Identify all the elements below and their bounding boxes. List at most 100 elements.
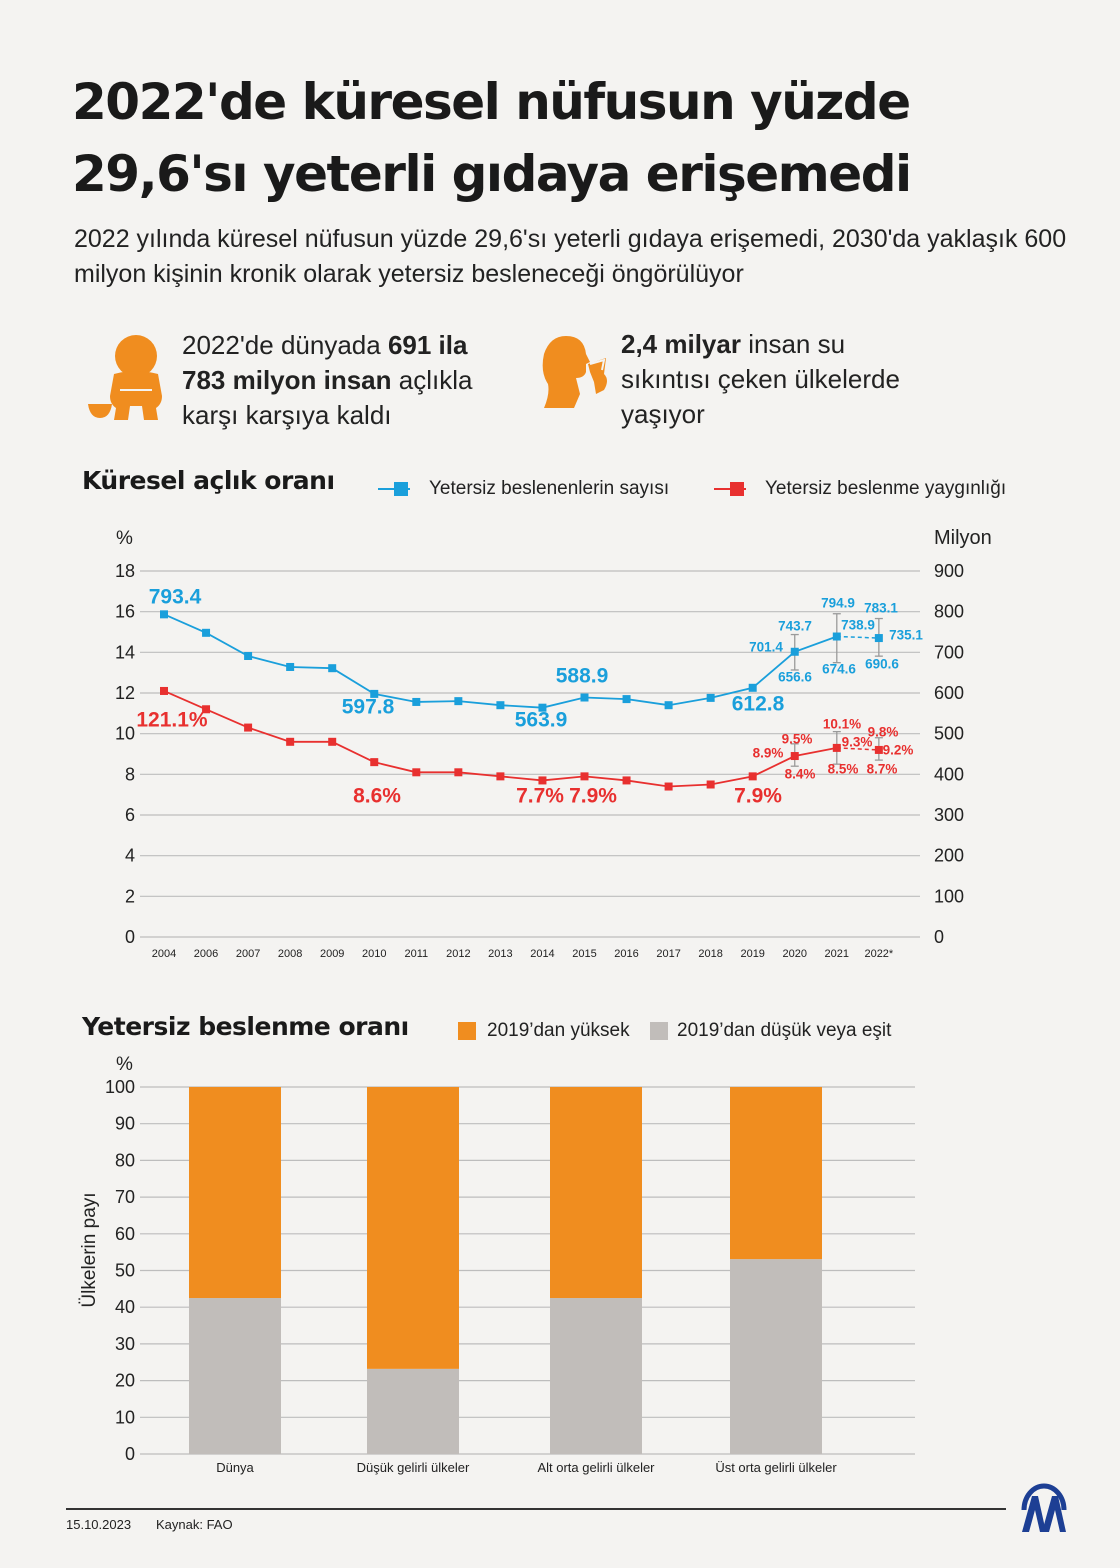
data-label: 743.7 — [778, 619, 812, 634]
data-label: 8.7% — [867, 762, 898, 777]
series-projection-line-0 — [836, 635, 879, 639]
y-tick-right: 300 — [934, 805, 964, 825]
data-label: 588.9 — [556, 665, 609, 688]
fact-bold: 691 ila 783 milyon insan — [182, 330, 468, 395]
data-point — [748, 683, 757, 692]
x-category-label: Üst orta gelirli ülkeler — [715, 1460, 837, 1475]
data-point — [790, 752, 799, 761]
data-point — [538, 776, 547, 785]
y-tick-left: 4 — [125, 846, 135, 866]
x-tick-label: 2018 — [698, 948, 722, 960]
x-category-label: Alt orta gelirli ülkeler — [537, 1460, 655, 1475]
aa-logo-icon — [1021, 1483, 1067, 1532]
data-point — [622, 776, 631, 785]
data-point — [748, 772, 757, 781]
y-tick-right: 500 — [934, 724, 964, 744]
bar-segment — [550, 1298, 642, 1454]
x-tick-label: 2017 — [656, 948, 680, 960]
data-point — [286, 737, 295, 746]
legend-label-count: Yetersiz beslenenlerin sayısı — [429, 478, 670, 499]
fact-hunger: 2022'de dünyada 691 ila 783 milyon insan… — [182, 328, 502, 433]
subtitle: 2022 yılında küresel nüfusun yüzde 29,6'… — [74, 225, 1067, 288]
data-label: 735.1 — [889, 628, 923, 643]
y-tick-left: 14 — [115, 642, 135, 662]
y-tick-left: 0 — [125, 927, 135, 947]
data-point — [160, 610, 168, 619]
y-tick-left: 16 — [115, 602, 135, 622]
bar-segment — [550, 1087, 642, 1299]
x-tick-label: 2020 — [783, 948, 807, 960]
data-point — [874, 634, 883, 643]
person-drinking-icon — [542, 336, 607, 408]
data-label: 793.4 — [149, 586, 202, 609]
data-point — [454, 768, 463, 777]
data-point — [580, 772, 589, 781]
data-point — [286, 662, 295, 671]
data-point — [244, 651, 253, 660]
x-tick-label: 2011 — [404, 948, 428, 960]
series-projection-line-1 — [836, 747, 879, 751]
footer-divider — [66, 1508, 1006, 1510]
x-tick-label: 2016 — [614, 948, 638, 960]
fact-text: 2022'de dünyada — [182, 330, 388, 360]
data-label: 674.6 — [822, 662, 856, 677]
data-point — [244, 723, 253, 732]
data-label: 563.9 — [515, 709, 568, 732]
y-tick-left: 2 — [125, 886, 135, 906]
x-tick-label: 2009 — [320, 948, 344, 960]
data-label: 794.9 — [821, 596, 855, 611]
data-point — [832, 632, 841, 641]
y-tick-right: 700 — [934, 642, 964, 662]
y-tick-left: 18 — [115, 561, 135, 581]
y-axis-unit: % — [116, 1054, 133, 1075]
footer-source: Kaynak: FAO — [156, 1517, 233, 1532]
y-tick-right: 100 — [934, 886, 964, 906]
data-point — [496, 701, 505, 710]
data-label: 656.6 — [778, 670, 812, 685]
data-point — [412, 768, 421, 777]
data-point — [454, 697, 463, 706]
data-point — [622, 695, 631, 704]
fact-text: açlıkla karşı karşıya kaldı — [182, 365, 473, 430]
fact-bold: 2,4 milyar — [621, 329, 741, 359]
data-label: 738.9 — [841, 618, 875, 633]
x-tick-label: 2010 — [362, 948, 386, 960]
data-label: 7.9% — [734, 785, 782, 808]
data-label: 8.5% — [828, 762, 859, 777]
y-tick: 20 — [115, 1371, 135, 1391]
y-tick-right: 800 — [934, 602, 964, 622]
data-point — [202, 628, 211, 637]
data-point — [832, 743, 841, 752]
y-tick-right: 400 — [934, 764, 964, 784]
footer-date: 15.10.2023 — [66, 1517, 132, 1532]
legend-red-marker — [714, 480, 754, 498]
data-point — [412, 697, 421, 706]
data-label: 8.4% — [785, 767, 816, 782]
legend-gray-swatch — [650, 1022, 668, 1040]
y-tick-left: 12 — [115, 683, 135, 703]
legend-label-higher: 2019’dan yüksek — [487, 1020, 630, 1041]
data-label: 9.5% — [782, 732, 813, 747]
bar-chart: 0 10 20 30 40 50 60 70 80 90 100% Ülkelerin payı Dün… — [79, 1054, 915, 1475]
fact-text: insan su sıkıntısı çeken ülkelerde yaşıy… — [621, 329, 900, 429]
data-label: 10.1% — [823, 717, 861, 732]
x-tick-label: 2008 — [278, 948, 302, 960]
data-label: 690.6 — [865, 657, 899, 672]
x-category-label: Dünya — [216, 1460, 254, 1475]
bar-segment — [367, 1087, 459, 1369]
data-label: 701.4 — [749, 640, 783, 655]
data-point — [328, 737, 337, 746]
page-title: 2022'de küresel nüfusun yüzde 29,6'sı ye… — [72, 66, 1072, 210]
data-label: 783.1 — [864, 601, 898, 616]
x-tick-label: 2021 — [825, 948, 849, 960]
legend-label-lower: 2019’dan düşük veya eşit — [677, 1020, 892, 1041]
data-label: 7.7% — [516, 785, 564, 808]
data-point — [874, 745, 883, 754]
x-tick-label: 2022* — [864, 948, 893, 960]
legend-orange-swatch — [458, 1022, 476, 1040]
title-line-1: 2022'de küresel nüfusun yüzde — [72, 73, 911, 131]
data-label: 8.6% — [353, 785, 401, 808]
data-label: 9.2% — [883, 743, 914, 758]
y-tick-right: 200 — [934, 846, 964, 866]
